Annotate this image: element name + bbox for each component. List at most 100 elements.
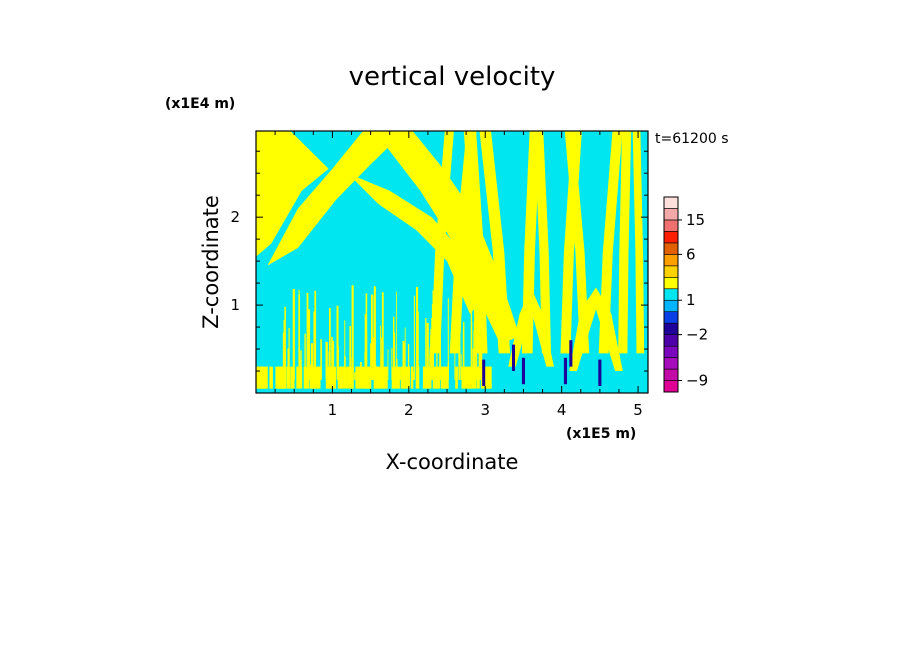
- colorbar-segment: [663, 208, 679, 221]
- field-streak: [373, 286, 376, 380]
- colorbar-segment: [663, 299, 679, 313]
- field-streak: [275, 366, 279, 389]
- field-streak: [357, 366, 364, 389]
- x-tick-label: 4: [557, 401, 567, 419]
- y-axis-label: Z-coordinate: [199, 195, 223, 329]
- y-tick-label: 2: [230, 208, 240, 226]
- field-streak: [396, 291, 397, 380]
- x-tick-label: 2: [404, 401, 414, 419]
- field-streak: [387, 349, 389, 380]
- colorbar-segment: [663, 242, 679, 255]
- field-streak: [400, 366, 404, 389]
- field-streak: [459, 346, 461, 380]
- field-streak: [344, 320, 346, 380]
- axis-ticks: 1 2 3 4 5 1 2: [230, 131, 648, 419]
- field-streak: [465, 366, 471, 389]
- time-label: t=61200 s: [655, 131, 729, 147]
- field-streak: [316, 366, 321, 389]
- field-streak: [329, 308, 331, 380]
- field-stripe: [632, 131, 645, 354]
- field-streak: [422, 366, 426, 389]
- field-streak: [416, 286, 419, 380]
- colorbar-segment: [663, 288, 679, 301]
- field-streak: [269, 366, 273, 389]
- field-streak: [375, 366, 382, 389]
- colorbar-label: −9: [686, 372, 708, 390]
- field-streak: [310, 366, 314, 389]
- field-streak: [381, 366, 388, 389]
- field-streak: [411, 366, 414, 389]
- colorbar-segment: [663, 231, 679, 244]
- field-streak: [346, 366, 349, 389]
- field-arch: [569, 287, 623, 371]
- plot-frame: [255, 130, 649, 394]
- field-streak: [365, 293, 368, 380]
- field-spot: [569, 340, 573, 367]
- field-stripe: [598, 131, 623, 354]
- field-streak: [479, 316, 481, 380]
- field-streak: [414, 332, 415, 380]
- field-stripe: [431, 131, 454, 354]
- colorbar-segment: [663, 380, 679, 393]
- field-spot: [563, 357, 567, 385]
- colorbar-segment: [663, 265, 679, 278]
- colorbar-segment: [663, 322, 679, 335]
- field-streak: [259, 366, 262, 389]
- field-streak: [349, 326, 351, 380]
- field-streak: [444, 366, 449, 389]
- field-streak: [418, 311, 419, 380]
- x-scale-label: (x1E5 m): [566, 426, 636, 442]
- chart-title: vertical velocity: [349, 62, 556, 92]
- field-band: [256, 131, 329, 257]
- field-stripe: [618, 131, 632, 354]
- field-streak: [470, 366, 477, 389]
- field-spot: [512, 344, 515, 371]
- y-tick-label: 1: [230, 296, 240, 314]
- colorbar-segment: [663, 368, 679, 381]
- field-arch: [508, 287, 554, 367]
- field-streak: [314, 290, 317, 380]
- x-tick-label: 1: [328, 401, 338, 419]
- field-stripe: [564, 131, 590, 354]
- colorbar-segment: [663, 276, 679, 290]
- y-scale-label: (x1E4 m): [165, 96, 235, 112]
- field-streak: [393, 316, 395, 380]
- field-streak: [473, 320, 476, 380]
- field-streak: [415, 366, 420, 389]
- field-band: [347, 173, 482, 314]
- field-streak: [337, 366, 343, 389]
- colorbar-frame: [663, 196, 679, 393]
- field-streak: [394, 366, 400, 389]
- field-streak: [351, 285, 354, 380]
- field-streak: [439, 311, 441, 380]
- colorbar: 15 6 1 −2 −9: [663, 196, 708, 393]
- field-streak: [298, 290, 300, 380]
- field-streak: [284, 306, 286, 380]
- field-streak: [471, 322, 473, 380]
- field-streak: [461, 366, 466, 389]
- colorbar-label: 1: [686, 291, 696, 309]
- field-streak: [303, 366, 310, 389]
- field-streak: [403, 366, 407, 389]
- field-streak: [286, 366, 291, 389]
- field-streak: [475, 290, 478, 380]
- field-streak: [263, 366, 268, 389]
- colorbar-label: 15: [686, 211, 705, 229]
- field-stripe: [521, 131, 541, 354]
- colorbar-segment: [663, 345, 679, 358]
- field-streak: [460, 354, 462, 380]
- field-streak: [365, 366, 372, 389]
- field-spot: [598, 359, 602, 386]
- colorbar-segment: [663, 254, 679, 267]
- field-streak: [476, 366, 480, 389]
- field-streak: [381, 292, 384, 380]
- field-streak: [290, 366, 295, 389]
- field-streak: [432, 290, 434, 380]
- field-stripe: [479, 131, 511, 354]
- field-streak: [480, 297, 483, 380]
- colorbar-segment: [663, 196, 679, 209]
- velocity-field: [256, 131, 648, 393]
- field-streak: [425, 318, 427, 380]
- field-streak: [283, 319, 285, 380]
